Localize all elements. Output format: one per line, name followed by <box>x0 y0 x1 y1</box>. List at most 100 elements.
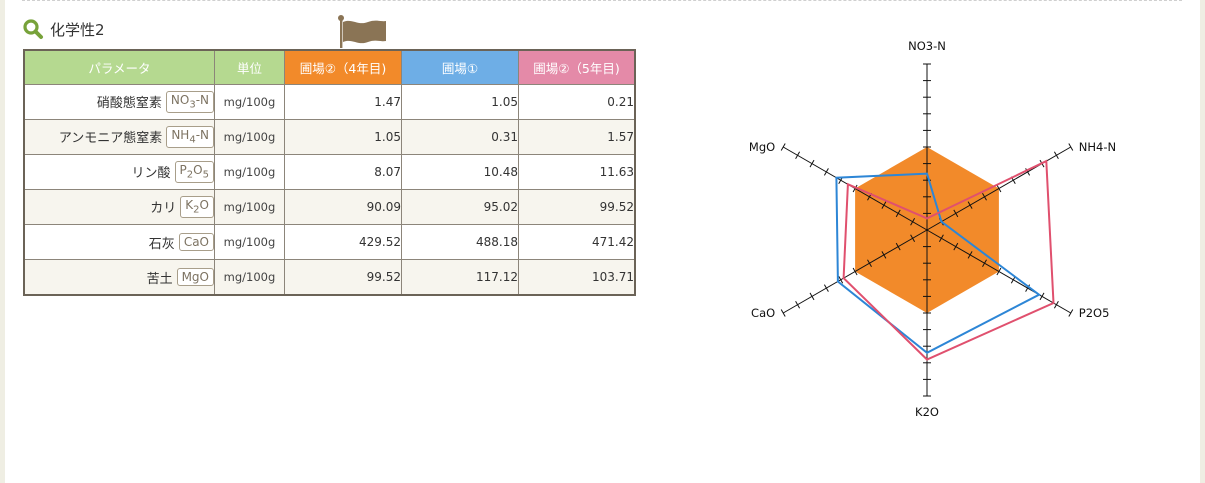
value-cell: 1.05 <box>401 84 519 120</box>
value-cell: 429.52 <box>284 224 402 260</box>
value-cell: 10.48 <box>401 154 519 190</box>
axis-tick <box>1025 168 1031 176</box>
axis-tick <box>895 242 901 251</box>
axis-tick <box>982 259 987 267</box>
table-row: 硝酸態窒素 NO3-N mg/100g 1.47 1.05 0.21 <box>23 84 636 120</box>
axis-tick <box>881 251 887 259</box>
param-cell: リン酸 P2O5 <box>23 154 215 190</box>
axis-tick <box>809 292 815 301</box>
value-cell: 103.71 <box>518 259 636 296</box>
axis-tick <box>910 217 916 226</box>
param-name: アンモニア態窒素 <box>58 131 163 147</box>
header-field2-year4: 圃場②（4年目) <box>284 49 402 85</box>
axis-tick <box>823 168 829 176</box>
axis-tick <box>1053 151 1059 160</box>
value-cell: 99.52 <box>284 259 402 296</box>
value-cell: 488.18 <box>401 224 519 260</box>
value-cell: 1.47 <box>284 84 402 120</box>
param-name: 石灰 <box>148 236 175 252</box>
axis-tick <box>982 193 987 201</box>
axis-tick <box>1068 143 1074 151</box>
axis-tick <box>838 276 844 284</box>
axis-tick <box>996 267 1002 276</box>
param-symbol: NO3-N <box>165 91 214 113</box>
param-symbol: NH4-N <box>166 126 214 148</box>
param-symbol: P2O5 <box>174 161 214 183</box>
param-name: カリ <box>150 201 177 217</box>
param-cell: 硝酸態窒素 NO3-N <box>23 84 215 120</box>
axis-tick <box>910 234 916 243</box>
parameter-table: パラメータ 単位 圃場②（4年目) 圃場① 圃場②（5年目) 硝酸態窒素 NO3-… <box>23 49 636 296</box>
axis-tick <box>938 234 944 243</box>
value-cell: 0.31 <box>401 119 519 155</box>
value-cell: 1.57 <box>518 119 636 155</box>
value-cell: 99.52 <box>518 189 636 225</box>
table-row: 石灰 CaO mg/100g 429.52 488.18 471.42 <box>23 224 636 260</box>
value-cell: 95.02 <box>401 189 519 225</box>
unit-cell: mg/100g <box>214 84 285 120</box>
axis-tick <box>881 201 887 209</box>
unit-cell: mg/100g <box>214 224 285 260</box>
param-symbol: MgO <box>176 268 214 286</box>
top-divider <box>22 0 1182 1</box>
axis-tick <box>852 267 858 276</box>
header-unit: 単位 <box>214 49 285 85</box>
param-cell: アンモニア態窒素 NH4-N <box>23 119 215 155</box>
table-row: カリ K2O mg/100g 90.09 95.02 99.52 <box>23 189 636 225</box>
table-header-row: パラメータ 単位 圃場②（4年目) 圃場① 圃場②（5年目) <box>23 49 636 85</box>
value-cell: 0.21 <box>518 84 636 120</box>
value-cell: 8.07 <box>284 154 402 190</box>
axis-tick <box>895 209 901 218</box>
axis-tick <box>953 242 959 251</box>
axis-tick <box>1025 284 1031 292</box>
left-frame <box>0 0 5 483</box>
axis-label: K2O <box>915 405 939 419</box>
axis-tick <box>953 209 959 218</box>
axis-tick <box>809 159 815 168</box>
param-name: 硝酸態窒素 <box>96 96 162 112</box>
header-parameter: パラメータ <box>23 49 215 85</box>
axis-tick <box>795 151 801 160</box>
axis-label: CaO <box>751 306 775 320</box>
param-cell: 苦土 MgO <box>23 259 215 296</box>
param-name: 苦土 <box>146 271 173 287</box>
axis-tick <box>1068 309 1074 317</box>
axis-tick <box>780 309 786 317</box>
axis-label: NO3-N <box>908 39 946 53</box>
axis-tick <box>967 251 973 259</box>
axis-tick <box>996 184 1002 193</box>
table-row: リン酸 P2O5 mg/100g 8.07 10.48 11.63 <box>23 154 636 190</box>
axis-tick <box>852 184 858 193</box>
axis-tick <box>867 259 872 267</box>
unit-cell: mg/100g <box>214 189 285 225</box>
axis-label: P2O5 <box>1079 306 1110 320</box>
right-frame <box>1200 0 1205 483</box>
table-row: 苦土 MgO mg/100g 99.52 117.12 103.71 <box>23 259 636 296</box>
param-cell: 石灰 CaO <box>23 224 215 260</box>
unit-cell: mg/100g <box>214 259 285 296</box>
flag-icon <box>338 15 386 48</box>
param-cell: カリ K2O <box>23 189 215 225</box>
value-cell: 1.05 <box>284 119 402 155</box>
value-cell: 117.12 <box>401 259 519 296</box>
axis-tick <box>780 143 786 151</box>
unit-cell: mg/100g <box>214 119 285 155</box>
search-icon <box>23 19 43 39</box>
param-symbol: K2O <box>180 196 214 218</box>
axis-tick <box>1039 292 1045 301</box>
header-field1: 圃場① <box>401 49 519 85</box>
radar-chart: NO3-N NH4-N P2O5 K2O CaO MgO <box>749 39 1116 419</box>
table-row: アンモニア態窒素 NH4-N mg/100g 1.05 0.31 1.57 <box>23 119 636 155</box>
axis-label: NH4-N <box>1079 140 1116 154</box>
header-field2-year5: 圃場②（5年目) <box>518 49 636 85</box>
axis-tick <box>967 201 973 209</box>
section-header: 化学性2 <box>22 17 105 41</box>
value-cell: 11.63 <box>518 154 636 190</box>
value-cell: 471.42 <box>518 224 636 260</box>
axis-tick <box>795 300 801 309</box>
param-symbol: CaO <box>178 233 214 251</box>
param-name: リン酸 <box>131 166 171 182</box>
series-line-1 <box>842 159 1055 361</box>
axis-tick <box>823 284 829 292</box>
section-title: 化学性2 <box>50 20 105 39</box>
